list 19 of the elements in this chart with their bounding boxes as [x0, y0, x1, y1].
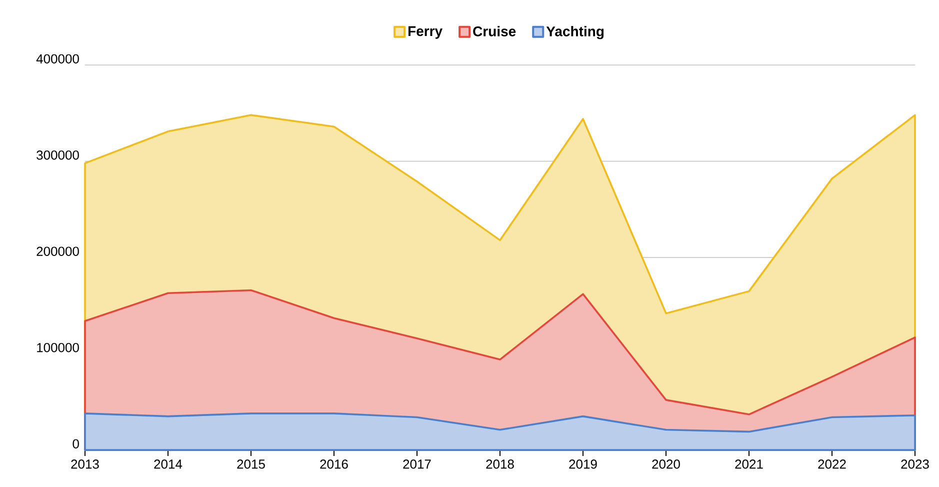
y-tick-label: 200000 — [36, 246, 79, 256]
y-tick-label: 400000 — [36, 54, 79, 64]
x-tick-label: 2020 — [652, 460, 680, 469]
x-tick-label: 2016 — [320, 460, 348, 469]
y-tick-label: 0 — [72, 439, 79, 448]
x-tick-label: 2019 — [569, 460, 597, 469]
x-tick-label: 2014 — [154, 460, 182, 469]
y-tick-label: 300000 — [36, 150, 79, 160]
x-tick-label: 2015 — [237, 460, 265, 469]
x-tick-label: 2013 — [71, 460, 99, 469]
x-tick-label: 2021 — [735, 460, 763, 469]
x-tick-label: 2017 — [403, 460, 431, 469]
y-tick-label: 100000 — [37, 343, 79, 352]
legend-label: Yachting — [546, 26, 604, 40]
x-tick-label: 2022 — [818, 460, 846, 469]
x-tick-label: 2018 — [486, 460, 514, 469]
legend-label: Cruise — [473, 26, 516, 36]
x-tick-label: 2023 — [901, 460, 929, 469]
legend-label: Ferry — [408, 26, 442, 39]
